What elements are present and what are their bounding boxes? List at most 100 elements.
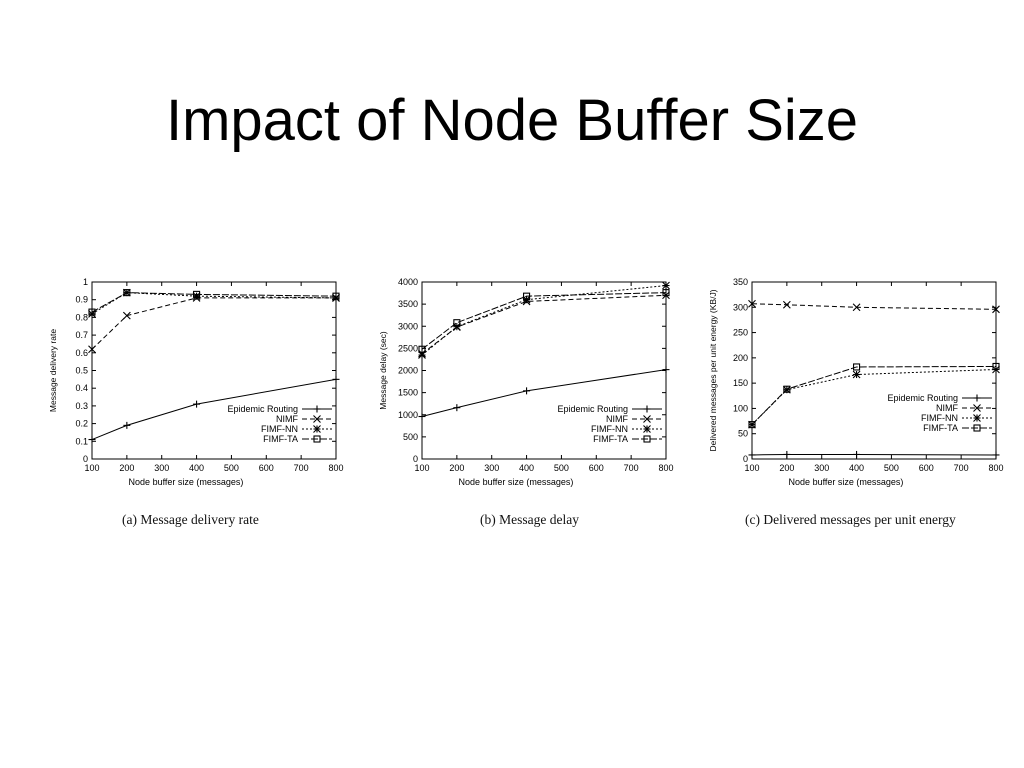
y-tick-label: 0.8 bbox=[75, 312, 88, 322]
legend-marker-d2 bbox=[313, 415, 321, 423]
data-point-3-sq bbox=[88, 308, 96, 316]
x-tick-label: 800 bbox=[988, 463, 1003, 473]
y-tick-label: 250 bbox=[733, 328, 748, 338]
legend-label: FIMF-TA bbox=[263, 434, 298, 444]
data-point-0 bbox=[332, 375, 340, 383]
y-tick-label: 0.1 bbox=[75, 436, 88, 446]
data-point-1-d2 bbox=[852, 303, 861, 312]
x-tick-label: 800 bbox=[658, 463, 673, 473]
slide-title: Impact of Node Buffer Size bbox=[165, 88, 859, 153]
data-point-0 bbox=[418, 413, 426, 421]
data-point-3-sq bbox=[193, 290, 201, 298]
x-tick-label: 600 bbox=[589, 463, 604, 473]
data-point-3 bbox=[332, 292, 340, 300]
x-tick-label: 400 bbox=[849, 463, 864, 473]
data-point-0 bbox=[992, 451, 1000, 459]
data-point-1 bbox=[122, 311, 131, 320]
x-tick-label: 600 bbox=[259, 463, 274, 473]
data-point-3-sq bbox=[992, 362, 1000, 371]
x-tick-label: 700 bbox=[624, 463, 639, 473]
data-point-3-sq bbox=[853, 363, 861, 371]
y-tick-label: 350 bbox=[733, 277, 748, 287]
legend-label: FIMF-TA bbox=[923, 423, 958, 433]
data-point-1 bbox=[852, 303, 861, 312]
data-point-3 bbox=[123, 289, 131, 297]
data-point-3-sq bbox=[523, 292, 531, 300]
legend-label: Epidemic Routing bbox=[557, 404, 628, 414]
series-line-1 bbox=[91, 297, 336, 350]
y-axis-label: Message delay (sec) bbox=[378, 331, 388, 410]
data-point-3 bbox=[992, 362, 1000, 371]
legend-label: NIMF bbox=[276, 414, 298, 424]
caption-a: (a) Message delivery rate bbox=[122, 512, 259, 527]
legend-label: NIMF bbox=[936, 403, 958, 413]
data-point-0 bbox=[523, 387, 531, 395]
x-tick-label: 800 bbox=[328, 463, 343, 473]
x-tick-label: 300 bbox=[154, 463, 169, 473]
legend-label: Epidemic Routing bbox=[887, 393, 958, 403]
data-point-3 bbox=[662, 289, 670, 297]
y-tick-label: 1 bbox=[83, 277, 88, 287]
message-delay-chart: 0 500 1000 1500 2000 2500 3000 3500 4000 100 200 30… bbox=[378, 277, 674, 487]
legend-marker bbox=[973, 404, 981, 412]
data-point-0 bbox=[193, 400, 201, 408]
y-tick-label: 0.4 bbox=[75, 383, 88, 393]
x-tick-label: 200 bbox=[119, 463, 134, 473]
data-point-1 bbox=[782, 300, 791, 309]
y-tick-label: 0.2 bbox=[75, 419, 88, 429]
x-tick-label: 500 bbox=[554, 463, 569, 473]
x-tick-label: 100 bbox=[744, 463, 759, 473]
data-point-3 bbox=[453, 319, 461, 327]
y-tick-label: 500 bbox=[403, 432, 418, 442]
x-axis-label: Node buffer size (messages) bbox=[789, 477, 904, 487]
x-tick-label: 200 bbox=[779, 463, 794, 473]
data-point-3 bbox=[88, 308, 96, 316]
plot-frame bbox=[91, 281, 337, 460]
series-line-3 bbox=[751, 365, 997, 425]
data-point-1-d2 bbox=[992, 305, 1000, 314]
legend-marker-sq bbox=[313, 435, 321, 443]
series-line-3 bbox=[91, 292, 337, 313]
data-point-3-sq bbox=[123, 289, 131, 297]
data-point-1 bbox=[88, 345, 96, 354]
y-tick-label: 150 bbox=[733, 378, 748, 388]
data-point-1-d2 bbox=[122, 311, 131, 320]
y-tick-label: 100 bbox=[733, 403, 748, 413]
legend-marker bbox=[643, 415, 651, 423]
legend-marker bbox=[973, 414, 981, 422]
x-tick-label: 300 bbox=[484, 463, 499, 473]
legend-marker bbox=[973, 424, 981, 432]
y-tick-label: 200 bbox=[733, 353, 748, 363]
x-tick-label: 300 bbox=[814, 463, 829, 473]
data-point-1-d2 bbox=[748, 299, 756, 308]
legend-marker bbox=[643, 425, 651, 433]
y-tick-label: 0.5 bbox=[75, 366, 88, 376]
series-line-2 bbox=[421, 285, 667, 356]
chart-panel-a: 0 0.1 0.2 0.3 0.4 0.5 0.6 0.7 0.8 0.9 1 100 200 300 40… bbox=[36, 268, 346, 493]
energy-chart: 0 50 100 150 200 250 300 350 100 200 300 400 500 600 7… bbox=[708, 277, 1004, 487]
x-axis-label: Node buffer size (messages) bbox=[129, 477, 244, 487]
y-tick-label: 3500 bbox=[398, 299, 418, 309]
y-tick-label: 0 bbox=[743, 454, 748, 464]
chart-panel-c: 0 50 100 150 200 250 300 350 100 200 300 400 500 600 7… bbox=[696, 268, 1006, 493]
data-point-3-sq bbox=[662, 289, 670, 297]
y-axis-label: Delivered messages per unit energy (KB/J… bbox=[708, 289, 718, 451]
delivery-rate-chart: 0 0.1 0.2 0.3 0.4 0.5 0.6 0.7 0.8 0.9 1 100 200 300 40… bbox=[48, 277, 344, 487]
data-point-2 bbox=[332, 294, 340, 302]
data-point-1 bbox=[748, 299, 756, 308]
data-point-3-sq bbox=[783, 385, 791, 393]
y-tick-label: 1000 bbox=[398, 410, 418, 420]
data-point-3-sq bbox=[332, 292, 340, 300]
legend-marker bbox=[313, 415, 321, 423]
data-point-0 bbox=[853, 450, 861, 458]
legend-marker bbox=[643, 405, 651, 413]
legend-marker bbox=[313, 435, 321, 443]
x-tick-label: 700 bbox=[954, 463, 969, 473]
y-axis-label: Message delivery rate bbox=[48, 329, 58, 412]
legend-label: FIMF-NN bbox=[591, 424, 628, 434]
legend-label: Epidemic Routing bbox=[227, 404, 298, 414]
series-line-3 bbox=[421, 292, 667, 350]
x-axis-label: Node buffer size (messages) bbox=[459, 477, 574, 487]
legend-label: FIMF-NN bbox=[261, 424, 298, 434]
data-point-2 bbox=[852, 370, 861, 379]
